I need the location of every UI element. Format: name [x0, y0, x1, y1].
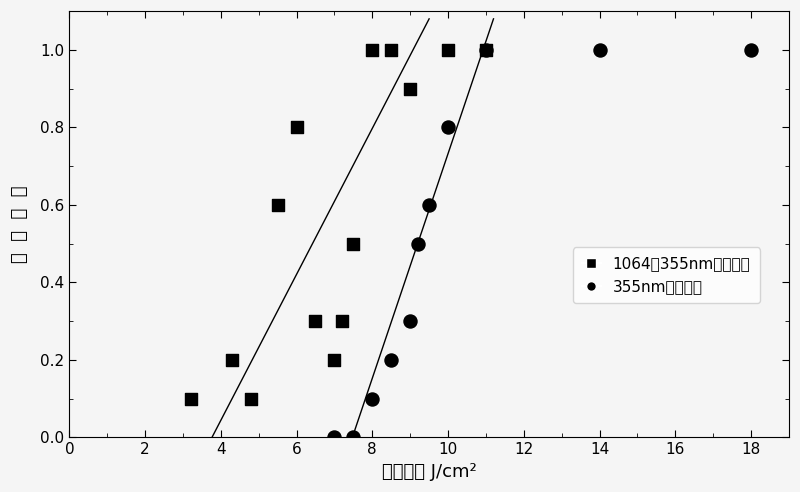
- 355nm单独作用: [411, 240, 424, 247]
- 355nm单独作用: [479, 46, 492, 54]
- 355nm单独作用: [385, 356, 398, 364]
- 355nm单独作用: [347, 433, 360, 441]
- Y-axis label: 损  伤  概  率: 损 伤 概 率: [11, 185, 29, 263]
- 355nm单独作用: [366, 395, 378, 402]
- 355nm单独作用: [422, 201, 435, 209]
- 1064和355nm共同作用: [184, 395, 197, 402]
- 1064和355nm共同作用: [404, 85, 417, 92]
- 1064和355nm共同作用: [226, 356, 238, 364]
- 1064和355nm共同作用: [366, 46, 378, 54]
- 355nm单独作用: [745, 46, 758, 54]
- 1064和355nm共同作用: [245, 395, 258, 402]
- Legend: 1064和355nm共同作用, 355nm单独作用: 1064和355nm共同作用, 355nm单独作用: [573, 247, 760, 304]
- 1064和355nm共同作用: [336, 317, 349, 325]
- 1064和355nm共同作用: [271, 201, 284, 209]
- 355nm单独作用: [404, 317, 417, 325]
- 1064和355nm共同作用: [385, 46, 398, 54]
- 1064和355nm共同作用: [290, 123, 303, 131]
- 1064和355nm共同作用: [328, 356, 341, 364]
- 355nm单独作用: [328, 433, 341, 441]
- X-axis label: 能量密度 J/cm²: 能量密度 J/cm²: [382, 463, 477, 481]
- 355nm单独作用: [442, 123, 454, 131]
- 1064和355nm共同作用: [309, 317, 322, 325]
- 1064和355nm共同作用: [479, 46, 492, 54]
- 355nm单独作用: [593, 46, 606, 54]
- 1064和355nm共同作用: [347, 240, 360, 247]
- 1064和355nm共同作用: [442, 46, 454, 54]
